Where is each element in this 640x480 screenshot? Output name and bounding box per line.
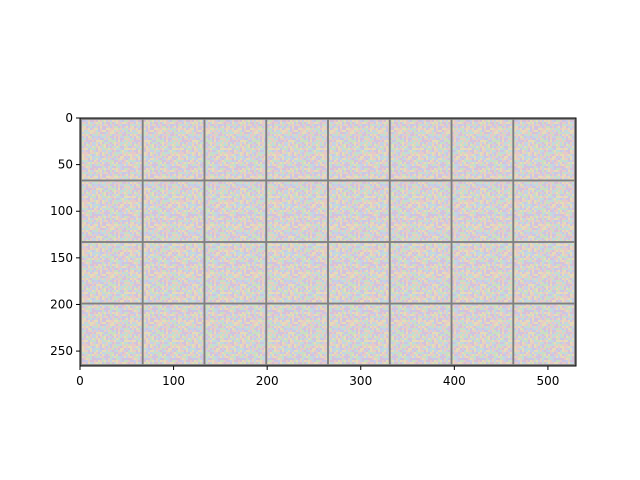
image-tile bbox=[267, 242, 328, 303]
image-tile bbox=[514, 181, 575, 242]
y-tick-label: 250 bbox=[50, 344, 73, 358]
x-tick-label: 100 bbox=[162, 374, 185, 388]
image-tile bbox=[514, 119, 575, 180]
image-grid bbox=[80, 118, 576, 366]
image-tile bbox=[81, 119, 142, 180]
image-tile bbox=[328, 119, 389, 180]
image-tile bbox=[452, 181, 513, 242]
image-tile bbox=[205, 181, 266, 242]
x-tick-label: 500 bbox=[536, 374, 559, 388]
x-tick-label: 0 bbox=[76, 374, 84, 388]
image-tile bbox=[514, 304, 575, 365]
image-tile bbox=[143, 119, 204, 180]
image-tile bbox=[143, 242, 204, 303]
image-tile bbox=[205, 304, 266, 365]
x-tick-label: 400 bbox=[443, 374, 466, 388]
image-tile bbox=[328, 242, 389, 303]
image-tile bbox=[143, 181, 204, 242]
image-tile bbox=[267, 119, 328, 180]
image-tile bbox=[452, 304, 513, 365]
image-tile bbox=[390, 304, 451, 365]
image-tile bbox=[390, 242, 451, 303]
y-tick-label: 0 bbox=[65, 111, 73, 125]
y-tick-label: 200 bbox=[50, 297, 73, 311]
image-tile bbox=[143, 304, 204, 365]
image-tile bbox=[328, 304, 389, 365]
image-tile bbox=[328, 181, 389, 242]
image-tile bbox=[390, 181, 451, 242]
image-tile bbox=[452, 119, 513, 180]
x-tick-label: 300 bbox=[349, 374, 372, 388]
x-axis: 0 100 200 300 400 500 bbox=[76, 366, 559, 388]
image-tile bbox=[205, 119, 266, 180]
y-tick-label: 100 bbox=[50, 204, 73, 218]
y-tick-label: 50 bbox=[58, 158, 73, 172]
image-tile bbox=[81, 181, 142, 242]
image-tile bbox=[267, 304, 328, 365]
image-tile bbox=[452, 242, 513, 303]
y-axis: 0 50 100 150 200 250 bbox=[50, 111, 80, 358]
image-tile bbox=[267, 181, 328, 242]
axes-frame bbox=[79, 117, 577, 367]
image-tile bbox=[205, 242, 266, 303]
image-tile bbox=[390, 119, 451, 180]
y-tick-label: 150 bbox=[50, 251, 73, 265]
image-tile bbox=[514, 242, 575, 303]
image-tile bbox=[81, 304, 142, 365]
image-tile bbox=[81, 242, 142, 303]
x-tick-label: 200 bbox=[256, 374, 279, 388]
